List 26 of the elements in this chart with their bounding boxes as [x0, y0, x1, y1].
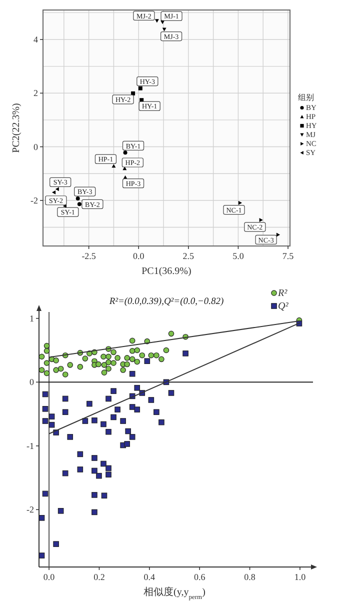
y-tick-label: -2	[30, 195, 38, 206]
x-tick-label: 1.0	[294, 572, 306, 582]
legend-label: Q²	[278, 301, 290, 312]
legend-label: R²	[277, 288, 288, 299]
x-tick-label: 0.0	[43, 572, 56, 582]
x-tick-label: 5.0	[232, 251, 244, 261]
x-tick-label: 2.5	[182, 251, 195, 261]
x-tick-label: 7.5	[282, 251, 294, 261]
x-tick-label: 0.2	[94, 572, 105, 582]
y-tick-label: -2	[26, 504, 34, 515]
y-tick-label: 0	[30, 377, 34, 388]
y-tick-label: 2	[34, 88, 38, 98]
x-tick-label: 0.6	[194, 572, 206, 582]
legend-title: 组别	[298, 93, 314, 102]
y-tick-label: -1	[26, 440, 34, 451]
chart-title: R²=(0.0,0.39),Q²=(0.0,−0.82)	[108, 297, 224, 307]
y-axis-title: PC2(22.3%)	[11, 103, 22, 153]
x-tick-label: 0.4	[144, 572, 156, 582]
x-tick-label: 0.0	[132, 251, 145, 261]
x-tick-label: 0.8	[244, 572, 256, 582]
x-tick-label: -2.5	[82, 251, 96, 261]
y-tick-label: 4	[34, 34, 38, 44]
x-axis-title: 相似度(y,y$_{perm}$)	[144, 586, 206, 600]
y-tick-label: 1	[30, 313, 34, 324]
x-axis-title: PC1(36.9%)	[142, 266, 192, 277]
y-tick-label: 0	[34, 142, 38, 152]
